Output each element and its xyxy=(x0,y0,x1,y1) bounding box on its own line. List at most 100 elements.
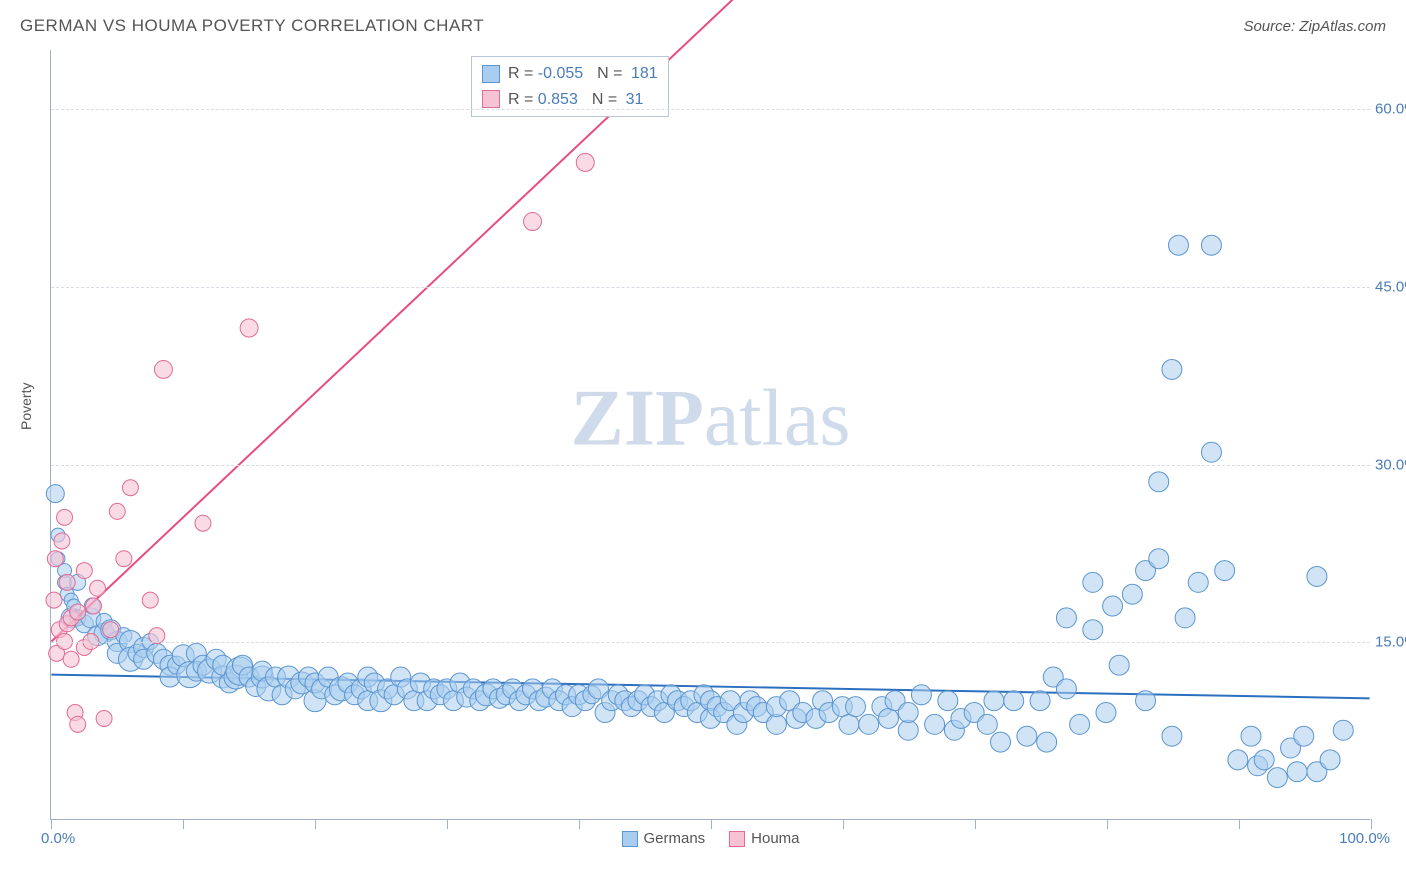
x-tick xyxy=(183,819,184,829)
data-point xyxy=(1004,691,1024,711)
data-point xyxy=(1333,720,1353,740)
correlation-legend: R = -0.055N = 181R = 0.853N = 31 xyxy=(471,56,669,117)
data-point xyxy=(1169,235,1189,255)
data-point xyxy=(839,714,859,734)
data-point xyxy=(1228,750,1248,770)
x-tick xyxy=(51,819,52,829)
gridline-h xyxy=(51,642,1370,643)
data-point xyxy=(70,716,86,732)
data-point xyxy=(76,563,92,579)
data-point xyxy=(90,580,106,596)
data-point xyxy=(122,480,138,496)
gridline-h xyxy=(51,109,1370,110)
x-tick xyxy=(711,819,712,829)
data-point xyxy=(1122,584,1142,604)
data-point xyxy=(1241,726,1261,746)
y-tick-label: 45.0% xyxy=(1375,278,1406,295)
data-point xyxy=(1175,608,1195,628)
data-point xyxy=(1056,679,1076,699)
data-point xyxy=(1215,561,1235,581)
data-point xyxy=(1201,442,1221,462)
data-point xyxy=(103,622,119,638)
data-point xyxy=(1037,732,1057,752)
x-max-label: 100.0% xyxy=(1339,830,1390,847)
y-tick-label: 30.0% xyxy=(1375,456,1406,473)
data-point xyxy=(47,551,63,567)
legend-row: R = -0.055N = 181 xyxy=(482,61,658,87)
data-point xyxy=(984,691,1004,711)
y-tick-label: 15.0% xyxy=(1375,634,1406,651)
data-point xyxy=(149,628,165,644)
data-point xyxy=(195,515,211,531)
data-point xyxy=(1254,750,1274,770)
data-point xyxy=(59,574,75,590)
data-point xyxy=(576,153,594,171)
data-point xyxy=(938,691,958,711)
chart-area: ZIPatlas R = -0.055N = 181R = 0.853N = 3… xyxy=(50,50,1370,820)
data-point xyxy=(1083,572,1103,592)
data-point xyxy=(977,714,997,734)
data-point xyxy=(859,714,879,734)
data-point xyxy=(1103,596,1123,616)
data-point xyxy=(1083,620,1103,640)
chart-source: Source: ZipAtlas.com xyxy=(1243,18,1386,35)
data-point xyxy=(878,708,898,728)
data-point xyxy=(1149,472,1169,492)
x-tick xyxy=(1371,819,1372,829)
data-point xyxy=(524,213,542,231)
data-point xyxy=(898,703,918,723)
data-point xyxy=(1017,726,1037,746)
data-point xyxy=(898,720,918,740)
y-tick-label: 60.0% xyxy=(1375,101,1406,118)
x-tick xyxy=(315,819,316,829)
data-point xyxy=(86,598,102,614)
chart-header: GERMAN VS HOUMA POVERTY CORRELATION CHAR… xyxy=(20,16,1386,36)
x-min-label: 0.0% xyxy=(41,830,75,847)
legend-item: Germans xyxy=(621,830,705,847)
data-point xyxy=(991,732,1011,752)
data-point xyxy=(46,592,62,608)
data-point xyxy=(1149,549,1169,569)
x-tick xyxy=(975,819,976,829)
data-point xyxy=(116,551,132,567)
gridline-h xyxy=(51,465,1370,466)
data-point xyxy=(96,710,112,726)
data-point xyxy=(925,714,945,734)
data-point xyxy=(766,714,786,734)
data-point xyxy=(1294,726,1314,746)
data-point xyxy=(1267,768,1287,788)
data-point xyxy=(1188,572,1208,592)
data-point xyxy=(63,651,79,667)
data-point xyxy=(1136,691,1156,711)
data-point xyxy=(1096,703,1116,723)
gridline-h xyxy=(51,287,1370,288)
data-point xyxy=(1287,762,1307,782)
data-point xyxy=(1162,359,1182,379)
data-point xyxy=(1320,750,1340,770)
data-point xyxy=(1070,714,1090,734)
data-point xyxy=(1030,691,1050,711)
data-point xyxy=(846,697,866,717)
data-point xyxy=(1201,235,1221,255)
scatter-svg xyxy=(51,50,1370,819)
data-point xyxy=(70,604,86,620)
data-point xyxy=(142,592,158,608)
x-tick xyxy=(447,819,448,829)
data-point xyxy=(46,485,64,503)
legend-item: Houma xyxy=(729,830,799,847)
y-axis-label: Poverty xyxy=(18,383,34,430)
chart-title: GERMAN VS HOUMA POVERTY CORRELATION CHAR… xyxy=(20,16,484,36)
x-tick xyxy=(1239,819,1240,829)
data-point xyxy=(1056,608,1076,628)
data-point xyxy=(1307,566,1327,586)
data-point xyxy=(54,533,70,549)
x-tick xyxy=(579,819,580,829)
data-point xyxy=(1109,655,1129,675)
series-legend: Germans Houma xyxy=(621,830,799,847)
x-tick xyxy=(1107,819,1108,829)
data-point xyxy=(57,509,73,525)
data-point xyxy=(240,319,258,337)
data-point xyxy=(1162,726,1182,746)
data-point xyxy=(154,360,172,378)
x-tick xyxy=(843,819,844,829)
